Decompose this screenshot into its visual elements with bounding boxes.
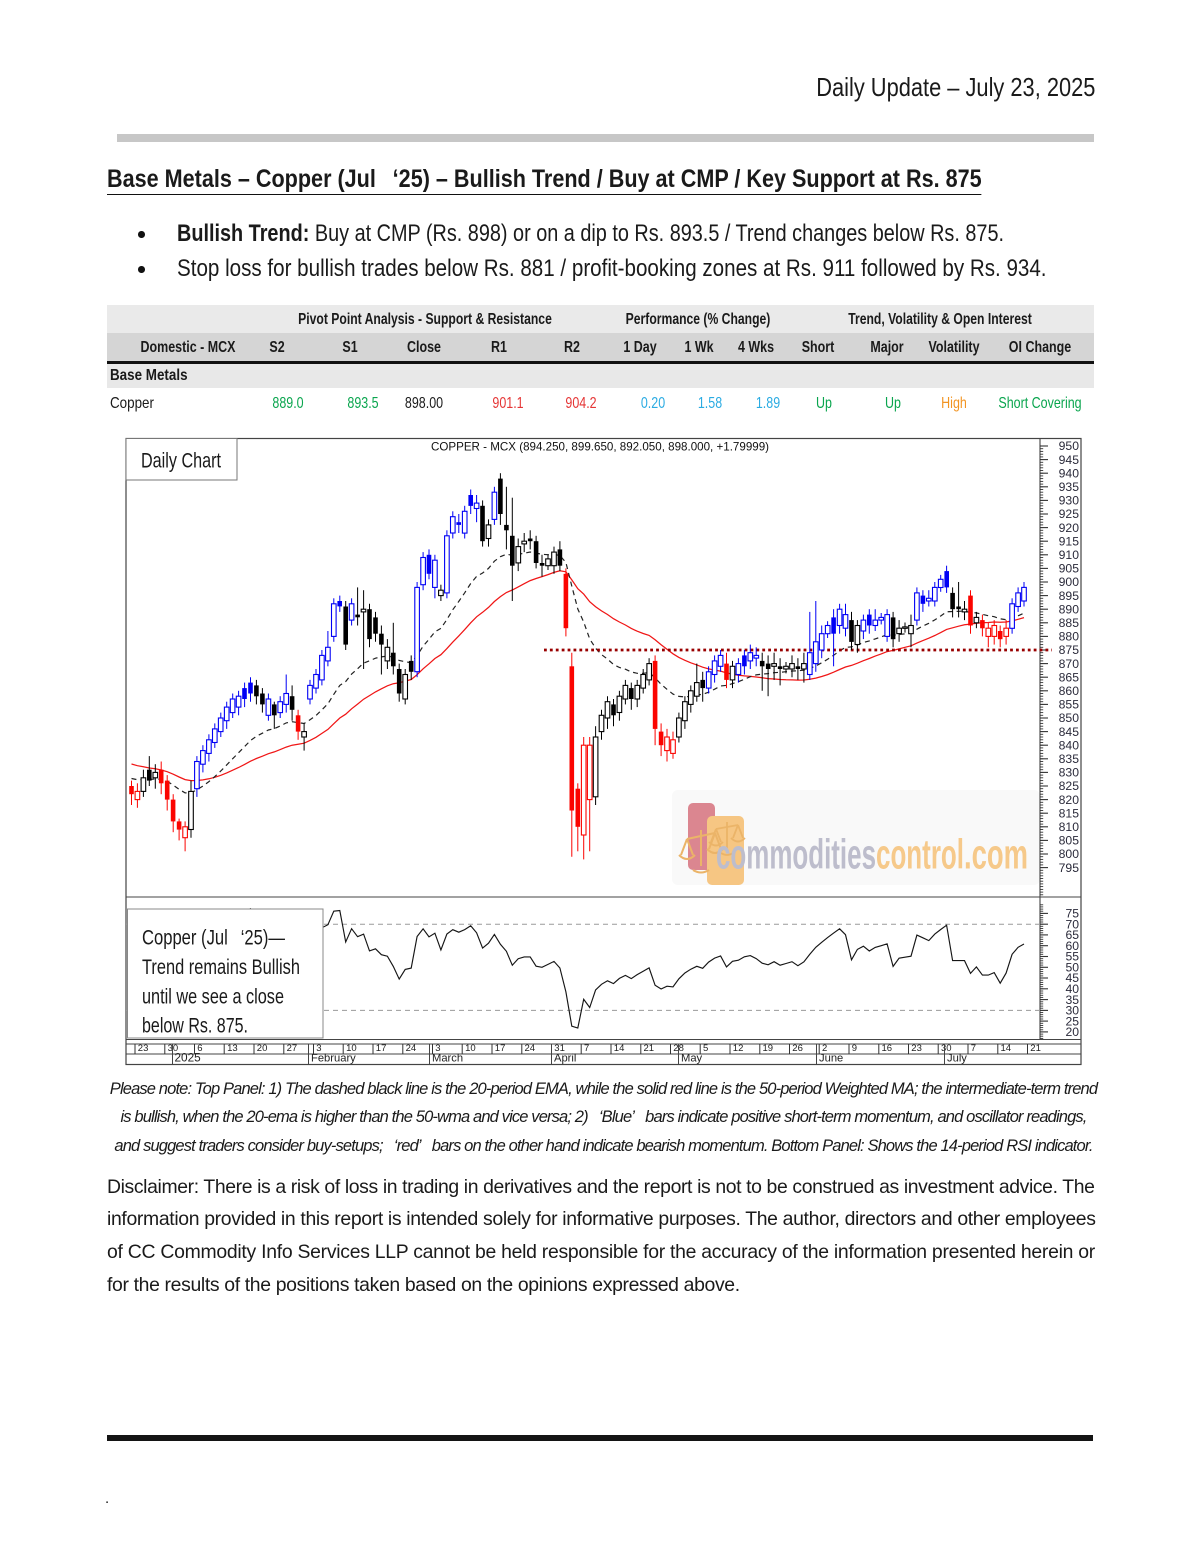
svg-text:14: 14 — [614, 1043, 625, 1054]
svg-text:27: 27 — [287, 1043, 298, 1054]
svg-text:16: 16 — [882, 1043, 893, 1054]
svg-text:20: 20 — [1065, 1025, 1079, 1039]
svg-text:850: 850 — [1059, 711, 1080, 725]
svg-text:Daily Chart: Daily Chart — [141, 450, 221, 473]
svg-text:21: 21 — [644, 1043, 655, 1054]
svg-text:19: 19 — [763, 1043, 774, 1054]
svg-text:940: 940 — [1059, 466, 1080, 480]
svg-text:835: 835 — [1059, 752, 1080, 766]
svg-text:17: 17 — [495, 1043, 506, 1054]
svg-text:810: 810 — [1059, 820, 1080, 834]
svg-text:5: 5 — [703, 1043, 708, 1054]
svg-text:3: 3 — [316, 1043, 321, 1054]
svg-text:870: 870 — [1059, 657, 1080, 671]
svg-text:50: 50 — [1065, 961, 1079, 975]
svg-text:commodities: commodities — [716, 831, 876, 878]
svg-text:31: 31 — [554, 1043, 565, 1054]
svg-text:65: 65 — [1065, 928, 1079, 942]
svg-text:60: 60 — [1065, 939, 1079, 953]
svg-text:30: 30 — [1065, 1004, 1079, 1018]
svg-text:40: 40 — [1065, 982, 1079, 996]
svg-text:9: 9 — [852, 1043, 857, 1054]
svg-text:75: 75 — [1065, 907, 1079, 921]
svg-text:21: 21 — [1030, 1043, 1041, 1054]
svg-text:May: May — [681, 1053, 703, 1065]
svg-text:840: 840 — [1059, 738, 1080, 752]
svg-text:June: June — [819, 1053, 843, 1065]
svg-text:905: 905 — [1059, 562, 1080, 576]
svg-text:910: 910 — [1059, 548, 1080, 562]
svg-text:26: 26 — [792, 1043, 803, 1054]
svg-text:2: 2 — [822, 1043, 827, 1054]
svg-text:830: 830 — [1059, 766, 1080, 780]
svg-text:2025: 2025 — [175, 1051, 202, 1065]
svg-text:805: 805 — [1059, 834, 1080, 848]
svg-text:7: 7 — [584, 1043, 589, 1054]
svg-text:12: 12 — [733, 1043, 744, 1054]
svg-text:815: 815 — [1059, 806, 1080, 820]
svg-text:.com: .com — [964, 831, 1028, 878]
svg-text:35: 35 — [1065, 993, 1079, 1007]
svg-text:17: 17 — [376, 1043, 387, 1054]
svg-text:23: 23 — [911, 1043, 922, 1054]
svg-text:915: 915 — [1059, 534, 1080, 548]
svg-text:March: March — [432, 1053, 463, 1065]
svg-text:6: 6 — [197, 1043, 202, 1054]
svg-text:885: 885 — [1059, 616, 1080, 630]
svg-text:10: 10 — [465, 1043, 476, 1054]
svg-text:25: 25 — [1065, 1014, 1079, 1028]
svg-text:950: 950 — [1059, 439, 1080, 453]
svg-text:45: 45 — [1065, 971, 1079, 985]
svg-text:845: 845 — [1059, 725, 1080, 739]
svg-text:860: 860 — [1059, 684, 1080, 698]
svg-text:880: 880 — [1059, 630, 1080, 644]
svg-text:below Rs. 875.: below Rs. 875. — [142, 1015, 248, 1038]
svg-text:825: 825 — [1059, 779, 1080, 793]
svg-text:900: 900 — [1059, 575, 1080, 589]
svg-text:20: 20 — [257, 1043, 268, 1054]
svg-text:until we see a close: until we see a close — [142, 985, 284, 1008]
svg-text:895: 895 — [1059, 589, 1080, 603]
svg-text:920: 920 — [1059, 521, 1080, 535]
svg-text:875: 875 — [1059, 643, 1080, 657]
svg-text:10: 10 — [346, 1043, 357, 1054]
svg-text:30: 30 — [941, 1043, 952, 1054]
svg-text:855: 855 — [1059, 698, 1080, 712]
svg-text:925: 925 — [1059, 507, 1080, 521]
svg-text:COPPER - MCX (894.250, 899.650: COPPER - MCX (894.250, 899.650, 892.050,… — [431, 441, 769, 454]
svg-text:865: 865 — [1059, 670, 1080, 684]
svg-text:14: 14 — [1001, 1043, 1012, 1054]
svg-text:13: 13 — [227, 1043, 238, 1054]
svg-text:935: 935 — [1059, 480, 1080, 494]
svg-text:Trend remains Bullish: Trend remains Bullish — [142, 956, 300, 979]
svg-text:795: 795 — [1059, 861, 1080, 875]
svg-text:24: 24 — [406, 1043, 417, 1054]
svg-text:820: 820 — [1059, 793, 1080, 807]
svg-text:February: February — [311, 1053, 356, 1065]
svg-text:800: 800 — [1059, 847, 1080, 861]
svg-text:control: control — [876, 831, 964, 878]
svg-text:945: 945 — [1059, 453, 1080, 467]
svg-text:Copper (Jul ‘25)—: Copper (Jul ‘25)— — [142, 927, 285, 950]
svg-text:930: 930 — [1059, 494, 1080, 508]
svg-text:55: 55 — [1065, 950, 1079, 964]
svg-text:July: July — [947, 1053, 967, 1065]
svg-text:70: 70 — [1065, 917, 1079, 931]
svg-text:23: 23 — [138, 1043, 149, 1054]
svg-text:April: April — [554, 1053, 576, 1065]
svg-text:3: 3 — [435, 1043, 440, 1054]
svg-text:890: 890 — [1059, 602, 1080, 616]
svg-text:7: 7 — [971, 1043, 976, 1054]
svg-text:24: 24 — [525, 1043, 536, 1054]
